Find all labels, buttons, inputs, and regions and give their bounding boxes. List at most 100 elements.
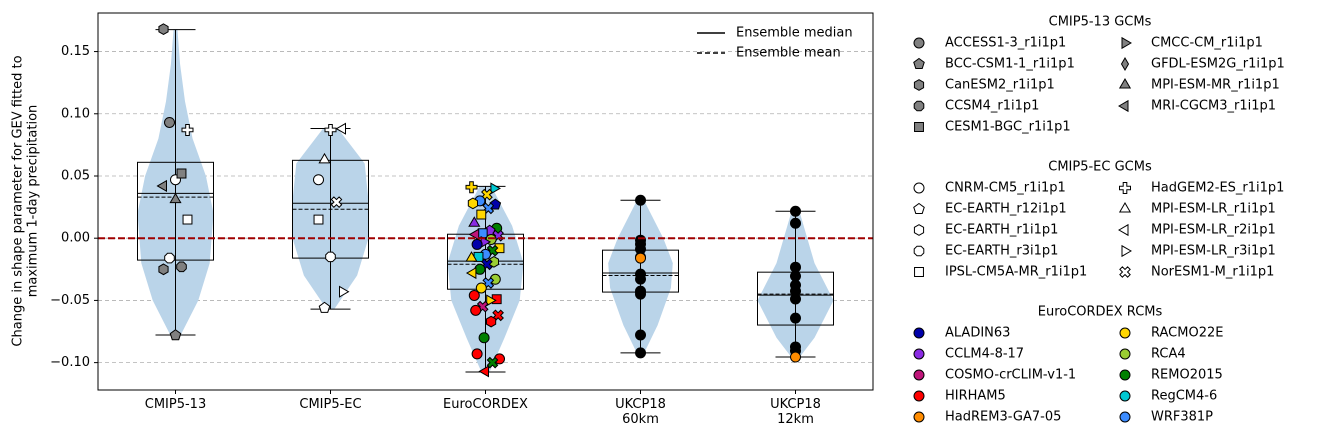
legend-label: CCSM4_r1i1p1 xyxy=(945,99,1039,114)
legend-marker xyxy=(1119,182,1131,194)
x-tick-label: UKCP18 12km xyxy=(770,397,821,427)
data-point xyxy=(790,351,801,363)
data-point xyxy=(635,273,646,285)
legend-label: ALADIN63 xyxy=(945,326,1010,341)
legend-marker xyxy=(1118,99,1129,113)
legend-label: MPI-ESM-MR_r1i1p1 xyxy=(1151,78,1280,93)
data-point xyxy=(325,251,336,263)
legend-label: Ensemble median xyxy=(736,26,853,41)
x-tick-label: CMIP5-EC xyxy=(299,397,362,412)
data-point xyxy=(790,217,801,229)
data-point xyxy=(476,209,487,220)
legend-marker xyxy=(913,348,925,360)
y-tick-label: 0.05 xyxy=(61,168,90,183)
data-point xyxy=(156,179,167,193)
data-point xyxy=(635,194,646,206)
data-point xyxy=(468,216,481,227)
data-point xyxy=(335,122,346,135)
legend-label: ACCESS1-3_r1i1p1 xyxy=(945,36,1066,51)
legend-label: CNRM-CM5_r1i1p1 xyxy=(945,181,1066,196)
legend-marker xyxy=(913,100,925,112)
data-point xyxy=(181,123,194,136)
data-point xyxy=(635,329,646,341)
data-point xyxy=(635,252,646,264)
data-point xyxy=(486,315,497,328)
legend-label: CCLM4-8-17 xyxy=(945,347,1024,362)
legend-label: NorESM1-M_r1i1p1 xyxy=(1151,265,1274,280)
box xyxy=(137,161,214,261)
legend-marker xyxy=(1121,36,1132,50)
legend-marker xyxy=(913,182,925,194)
legend-title: CMIP5-13 GCMs xyxy=(1049,15,1152,30)
x-tick-label: EuroCORDEX xyxy=(443,397,528,412)
y-tick-label: 0.15 xyxy=(61,44,90,59)
legend-title: EuroCORDEX RCMs xyxy=(1038,305,1163,320)
data-point xyxy=(318,152,331,164)
legend-label: WRF381P xyxy=(1151,410,1213,425)
legend-marker xyxy=(914,122,924,132)
data-point xyxy=(790,312,801,324)
data-point xyxy=(318,301,331,313)
x-tick-label: CMIP5-13 xyxy=(144,397,207,412)
data-point xyxy=(635,288,646,300)
y-tick-label: −0.05 xyxy=(50,293,90,308)
x-tick-label: UKCP18 60km xyxy=(615,397,666,427)
legend-label: IPSL-CM5A-MR_r1i1p1 xyxy=(945,265,1087,280)
data-point xyxy=(313,214,324,225)
data-point xyxy=(790,293,801,305)
data-point xyxy=(465,251,478,262)
legend-marker xyxy=(1119,369,1131,381)
legend-marker xyxy=(1119,411,1131,423)
data-point xyxy=(169,192,182,204)
data-point xyxy=(465,181,478,194)
legend-label: Ensemble mean xyxy=(736,46,841,61)
data-point xyxy=(470,304,482,316)
legend-marker xyxy=(913,369,925,381)
y-tick-label: −0.10 xyxy=(50,355,90,370)
data-point xyxy=(790,205,801,217)
data-point xyxy=(635,347,646,359)
data-point xyxy=(478,332,490,344)
legend-marker xyxy=(1118,202,1132,213)
legend-label: EC-EARTH_r3i1p1 xyxy=(945,244,1058,259)
legend-label: RACMO22E xyxy=(1151,326,1223,341)
legend-label: HadREM3-GA7-05 xyxy=(945,410,1061,425)
data-point xyxy=(339,285,350,298)
data-point xyxy=(158,23,169,36)
legend-label: HIRHAM5 xyxy=(945,389,1006,404)
legend-title: CMIP5-EC GCMs xyxy=(1048,160,1152,175)
data-point xyxy=(324,123,337,136)
legend-marker xyxy=(914,267,924,277)
legend-label: HadGEM2-ES_r1i1p1 xyxy=(1151,181,1284,196)
legend-label: CMCC-CM_r1i1p1 xyxy=(1151,36,1263,51)
y-axis-label: Change in shape parameter for GEV fitted… xyxy=(11,55,26,346)
y-axis-label: maximum 1-day precipitation xyxy=(26,105,41,298)
data-point xyxy=(158,263,169,276)
data-point xyxy=(164,116,175,128)
data-point xyxy=(169,329,182,341)
legend-marker xyxy=(913,327,925,339)
legend-marker xyxy=(913,224,925,236)
data-point xyxy=(486,294,497,307)
legend-label: MPI-ESM-LR_r2i1p1 xyxy=(1151,223,1276,238)
legend-marker xyxy=(913,390,925,402)
legend-marker xyxy=(1119,327,1131,339)
y-tick-label: 0.10 xyxy=(61,106,90,121)
data-point xyxy=(468,289,480,301)
legend-marker xyxy=(1121,244,1132,258)
legend-marker xyxy=(913,79,925,91)
legend-marker xyxy=(913,411,925,423)
data-point xyxy=(471,348,483,360)
legend-marker xyxy=(1119,266,1131,278)
legend-label: BCC-CSM1-1_r1i1p1 xyxy=(945,57,1075,72)
legend-label: REMO2015 xyxy=(1151,368,1223,383)
data-point xyxy=(467,197,478,210)
data-point xyxy=(465,266,477,280)
legend-marker xyxy=(1120,57,1130,71)
legend-marker xyxy=(1118,223,1129,237)
data-point xyxy=(313,174,324,186)
legend-marker xyxy=(1119,390,1131,402)
data-point xyxy=(468,228,480,241)
